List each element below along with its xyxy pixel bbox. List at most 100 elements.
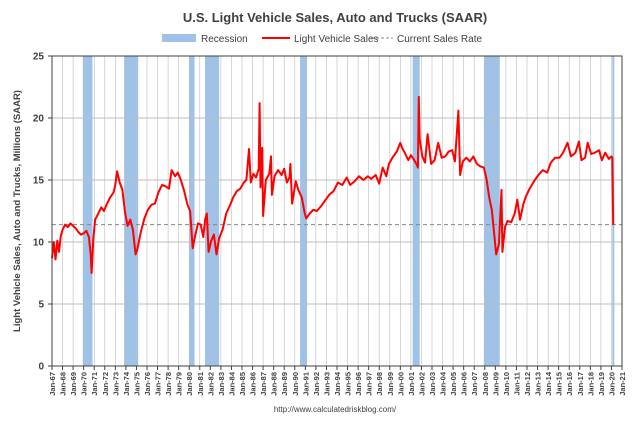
data-point bbox=[419, 138, 421, 140]
data-point bbox=[134, 253, 137, 255]
x-tick-label: Jan-89 bbox=[280, 372, 289, 396]
data-point bbox=[277, 169, 279, 171]
data-point bbox=[611, 157, 613, 159]
legend: Recession Light Vehicle Sales Current Sa… bbox=[162, 34, 482, 45]
x-tick-label: Jan-07 bbox=[470, 372, 479, 396]
data-point bbox=[410, 154, 412, 156]
data-point bbox=[236, 190, 238, 192]
x-tick-label: Jan-01 bbox=[407, 372, 416, 396]
data-point bbox=[332, 190, 335, 192]
data-point bbox=[261, 147, 263, 149]
data-point bbox=[507, 220, 509, 222]
data-point bbox=[590, 153, 592, 155]
data-point bbox=[610, 155, 613, 158]
data-point bbox=[404, 152, 406, 154]
data-point bbox=[574, 152, 576, 154]
data-point bbox=[562, 152, 564, 154]
data-point bbox=[262, 215, 264, 217]
data-point bbox=[192, 247, 194, 249]
data-point bbox=[90, 272, 93, 274]
data-point bbox=[213, 233, 215, 236]
x-tick-label: Jan-20 bbox=[607, 372, 616, 396]
data-point bbox=[80, 233, 82, 236]
x-tick-label: Jan-97 bbox=[365, 372, 374, 396]
data-point bbox=[265, 179, 267, 181]
data-point bbox=[451, 149, 453, 151]
x-tick-label: Jan-83 bbox=[217, 372, 226, 396]
data-point bbox=[143, 217, 145, 220]
data-point bbox=[498, 243, 500, 246]
data-point bbox=[268, 173, 270, 175]
recession-bands bbox=[82, 56, 615, 366]
x-tick-label: Jan-77 bbox=[154, 372, 163, 396]
x-tick-label: Jan-67 bbox=[48, 372, 57, 396]
data-point bbox=[516, 199, 518, 201]
x-axis-ticks: Jan-67 Jan-68 Jan-69 Jan-70 Jan-71 Jan-72 Jan-… bbox=[48, 366, 627, 396]
data-point bbox=[427, 133, 429, 135]
data-point bbox=[514, 212, 516, 215]
recession-band bbox=[205, 56, 220, 366]
data-point bbox=[72, 225, 74, 227]
data-point bbox=[479, 165, 481, 167]
data-point bbox=[215, 253, 218, 255]
data-point bbox=[388, 163, 390, 165]
data-point bbox=[504, 226, 506, 228]
data-point bbox=[194, 233, 196, 236]
x-tick-label: Jan-99 bbox=[386, 372, 395, 396]
recession-band bbox=[189, 56, 195, 366]
recession-band bbox=[82, 56, 93, 366]
data-point bbox=[105, 204, 108, 206]
data-point bbox=[258, 168, 260, 170]
data-point bbox=[358, 175, 360, 177]
data-point bbox=[56, 240, 58, 242]
recession-band bbox=[124, 56, 139, 366]
data-point bbox=[367, 175, 369, 177]
x-tick-label: Jan-98 bbox=[375, 372, 384, 396]
grid-lines bbox=[52, 56, 622, 366]
data-point bbox=[465, 157, 467, 159]
data-point bbox=[168, 188, 170, 190]
data-point bbox=[243, 181, 245, 184]
x-tick-label: Jan-90 bbox=[291, 372, 300, 396]
data-point bbox=[396, 150, 398, 153]
legend-recession-label: Recession bbox=[201, 34, 248, 45]
data-point bbox=[601, 159, 603, 161]
data-point bbox=[64, 224, 66, 226]
data-point bbox=[537, 174, 540, 176]
x-tick-label: Jan-11 bbox=[512, 372, 521, 395]
data-point bbox=[103, 210, 105, 212]
x-tick-label: Jan-82 bbox=[206, 372, 215, 396]
data-point bbox=[476, 163, 478, 165]
data-point bbox=[225, 212, 227, 215]
data-point bbox=[578, 140, 580, 143]
data-point bbox=[612, 224, 614, 226]
data-point bbox=[295, 180, 297, 182]
data-point bbox=[222, 229, 224, 231]
legend-series-label: Light Vehicle Sales bbox=[294, 34, 379, 45]
data-point bbox=[488, 196, 490, 198]
data-point bbox=[594, 152, 596, 154]
data-point bbox=[61, 229, 64, 231]
data-point bbox=[100, 206, 102, 208]
data-point bbox=[202, 236, 204, 238]
data-point bbox=[116, 170, 118, 172]
y-tick-label: 0 bbox=[38, 362, 44, 373]
data-point bbox=[533, 180, 535, 182]
x-tick-label: Jan-14 bbox=[544, 371, 553, 396]
data-point bbox=[140, 231, 142, 233]
x-tick-label: Jan-02 bbox=[417, 372, 426, 396]
data-point bbox=[305, 217, 307, 220]
data-point bbox=[472, 155, 474, 158]
data-point bbox=[444, 155, 446, 158]
data-point bbox=[200, 224, 202, 226]
data-point bbox=[297, 189, 299, 191]
data-point bbox=[239, 188, 241, 190]
data-point bbox=[580, 159, 583, 161]
data-point bbox=[434, 159, 436, 161]
x-tick-label: Jan-21 bbox=[618, 372, 627, 396]
data-point bbox=[542, 169, 544, 171]
data-point bbox=[136, 248, 138, 251]
data-point bbox=[362, 179, 364, 181]
data-point bbox=[500, 189, 503, 191]
data-point bbox=[430, 163, 432, 165]
